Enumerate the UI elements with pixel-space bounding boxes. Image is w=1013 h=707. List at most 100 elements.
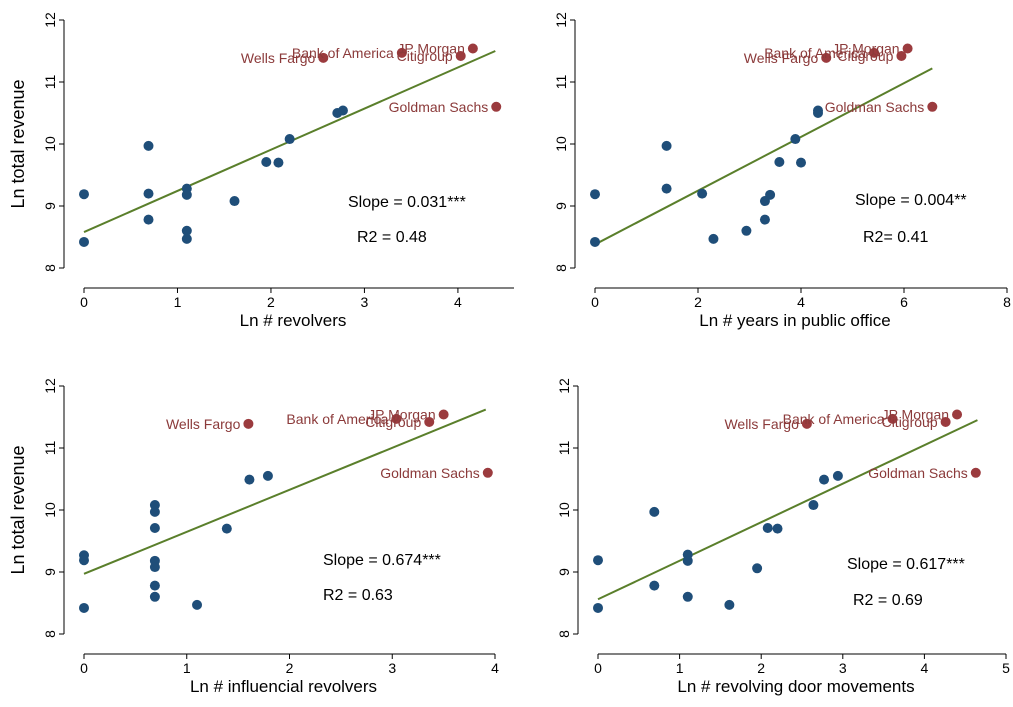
bank-point	[887, 413, 898, 424]
y-tick-label: 12	[42, 378, 58, 394]
x-tick-label: 1	[183, 660, 191, 676]
data-point	[149, 580, 160, 591]
bank-point	[243, 418, 254, 429]
data-point	[682, 591, 693, 602]
y-tick-label: 8	[42, 630, 58, 638]
bank-label: JP Morgan	[397, 41, 464, 57]
x-tick-label: 5	[1002, 660, 1010, 676]
data-point	[79, 602, 89, 613]
x-tick-label: 6	[900, 294, 908, 310]
x-axis-label: Ln # revolving door movements	[677, 677, 914, 696]
data-point	[181, 225, 192, 236]
data-point	[79, 236, 89, 247]
panel-2: 8 9 10 11 12 0 2 4 6 8 Ln # years in public office…	[553, 12, 1011, 330]
y-tick-label: 9	[42, 202, 58, 210]
y-tick-label: 9	[553, 202, 569, 210]
bank-label: JP Morgan	[832, 41, 899, 57]
y-tick-label: 11	[556, 441, 572, 456]
x-tick-label: 2	[286, 660, 294, 676]
x-tick-label: 3	[361, 294, 369, 310]
bank-point	[801, 418, 812, 429]
y-tick-label: 10	[553, 136, 569, 152]
data-point	[682, 555, 693, 566]
x-tick-label: 3	[388, 660, 396, 676]
x-axis-label: Ln # influencial revolvers	[190, 677, 377, 696]
x-tick-label: 8	[1003, 294, 1011, 310]
x-tick-label: 2	[757, 660, 765, 676]
data-point	[812, 105, 823, 116]
x-tick-label: 0	[80, 294, 88, 310]
y-tick-label: 12	[42, 12, 58, 28]
data-point	[149, 562, 160, 573]
data-point	[149, 591, 160, 602]
data-point	[759, 214, 770, 225]
x-tick-label: 2	[694, 294, 702, 310]
bank-label: Wells Fargo	[744, 50, 819, 66]
bank-point	[455, 50, 466, 61]
bank-point	[391, 413, 402, 424]
slope-text: Slope = 0.004**	[855, 192, 967, 209]
x-tick-label: 4	[797, 294, 805, 310]
data-point	[79, 189, 89, 200]
slope-text: Slope = 0.617***	[847, 556, 965, 573]
r2-text: R2 = 0.63	[323, 587, 393, 604]
data-point	[741, 225, 752, 236]
y-axis-label: Ln total revenue	[8, 445, 28, 574]
data-point	[790, 134, 801, 145]
data-point	[762, 522, 773, 533]
y-tick-label: 8	[553, 264, 569, 272]
y-tick-label: 12	[556, 378, 572, 394]
data-point	[661, 183, 672, 194]
bank-point	[902, 43, 913, 54]
data-point	[261, 156, 272, 167]
x-tick-label: 0	[594, 660, 602, 676]
y-tick-label: 10	[42, 502, 58, 518]
data-point	[796, 157, 806, 168]
bank-point	[869, 47, 880, 58]
data-point	[593, 602, 603, 613]
bank-label: Citigroup	[397, 48, 453, 64]
data-point	[337, 105, 348, 116]
bank-point	[970, 467, 981, 478]
data-point	[284, 134, 295, 145]
fit-line	[594, 67, 933, 246]
data-point	[79, 555, 89, 566]
data-point	[649, 506, 660, 517]
data-point	[143, 140, 154, 151]
bank-label: Goldman Sachs	[380, 465, 480, 481]
bank-point	[491, 101, 502, 112]
data-point	[244, 474, 255, 485]
bank-label: Wells Fargo	[166, 416, 241, 432]
x-axis-label: Ln # revolvers	[240, 311, 347, 330]
bank-label: Bank of America	[783, 411, 885, 427]
x-tick-label: 4	[454, 294, 462, 310]
data-point	[752, 563, 763, 574]
y-tick-label: 9	[556, 568, 572, 576]
bank-label: Wells Fargo	[241, 50, 316, 66]
data-point	[143, 214, 154, 225]
data-point	[661, 140, 672, 151]
bank-label: Goldman Sachs	[389, 99, 489, 115]
bank-label: Citigroup	[365, 414, 421, 430]
y-tick-label: 11	[42, 75, 58, 90]
data-point	[774, 156, 785, 167]
data-point	[590, 189, 600, 200]
data-point	[772, 523, 783, 534]
bank-point	[318, 52, 329, 63]
fit-line	[597, 419, 978, 601]
bank-point	[927, 101, 938, 112]
r2-text: R2= 0.41	[863, 229, 928, 246]
data-point	[181, 233, 192, 244]
data-point	[765, 189, 776, 200]
x-tick-label: 4	[921, 660, 929, 676]
data-point	[593, 555, 603, 566]
bank-point	[821, 52, 832, 63]
data-point	[708, 233, 719, 244]
y-tick-label: 11	[42, 441, 58, 456]
bank-label: Citigroup	[882, 414, 938, 430]
